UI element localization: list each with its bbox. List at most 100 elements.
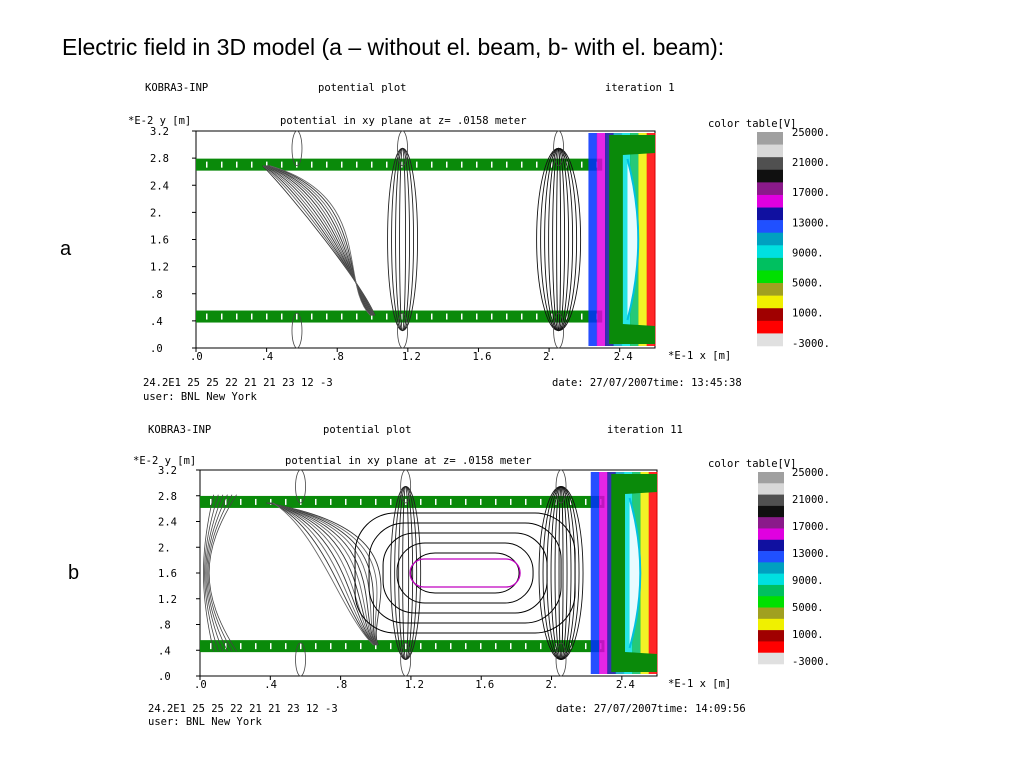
- y-tick-label: 2.4: [158, 517, 177, 529]
- x-tick-label: .0: [190, 351, 203, 363]
- plot-subtitle: potential in xy plane at z= .0158 meter: [285, 455, 532, 467]
- electrode-gap: [341, 313, 343, 320]
- y-tick-label: 1.6: [150, 235, 169, 247]
- color-table-value: 5000.: [792, 602, 824, 614]
- color-table-swatch: [757, 182, 783, 196]
- electrode-gap: [311, 161, 313, 168]
- electrode-gap: [540, 643, 542, 650]
- electrode-gap: [221, 313, 223, 320]
- y-tick-label: 1.6: [158, 568, 177, 580]
- electrode-gap: [465, 498, 467, 505]
- electrode-gap: [326, 161, 328, 168]
- contour-line: [270, 502, 376, 646]
- contour-line: [269, 165, 371, 316]
- x-tick-label: .0: [194, 679, 207, 691]
- contour-line: [267, 165, 373, 316]
- electrode-gap: [435, 643, 437, 650]
- iteration-label: iteration 11: [607, 424, 683, 436]
- junction-contour: [553, 130, 565, 167]
- color-table-value: -3000.: [792, 656, 830, 668]
- color-table-swatch: [758, 596, 784, 608]
- x-tick-label: 1.2: [405, 679, 424, 691]
- beam-core-contour: [409, 558, 521, 588]
- electrode-gap: [281, 313, 283, 320]
- color-table-value: 25000.: [792, 467, 830, 479]
- electrode-gap: [446, 313, 448, 320]
- color-table-swatch: [758, 505, 784, 518]
- x-tick-label: 1.6: [475, 679, 494, 691]
- right-electrode: [609, 135, 655, 344]
- field-band: [638, 133, 648, 346]
- footer-date: date: 27/07/2007time: 14:09:56: [556, 703, 746, 715]
- color-table-swatch: [757, 169, 783, 183]
- electrode-gap: [285, 498, 287, 505]
- color-table-value: 1000.: [792, 629, 824, 641]
- contour-line: [205, 494, 224, 652]
- right-electrode: [611, 474, 657, 672]
- color-table-swatch: [757, 245, 783, 259]
- electrode-gap: [375, 643, 377, 650]
- electrode-gap: [390, 498, 392, 505]
- beam-contour: [354, 512, 576, 634]
- y-axis-label: *E-2 y [m]: [133, 455, 197, 467]
- y-tick-label: .0: [150, 343, 163, 355]
- electrode-gap: [476, 161, 478, 168]
- x-axis-label: *E-1 x [m]: [668, 350, 732, 362]
- color-table-value: 9000.: [792, 247, 824, 259]
- junction-contour: [555, 469, 567, 504]
- color-table-swatch: [758, 472, 784, 484]
- electrode-gap: [356, 313, 358, 320]
- x-tick-label: .4: [264, 679, 277, 691]
- contour-line: [268, 502, 378, 646]
- electrode-gap: [386, 161, 388, 168]
- iteration-label: iteration 1: [605, 82, 675, 94]
- y-tick-label: 1.2: [158, 594, 177, 606]
- lens-contour: [538, 486, 584, 660]
- color-table-value: 17000.: [792, 521, 830, 533]
- field-band: [590, 472, 600, 674]
- contour-line: [264, 165, 375, 316]
- electrode-gap: [525, 498, 527, 505]
- electrode-gap: [225, 498, 227, 505]
- y-tick-label: 2.8: [158, 491, 177, 503]
- y-tick-label: .8: [158, 620, 171, 632]
- electrode-gap: [540, 498, 542, 505]
- field-band: [648, 472, 658, 674]
- color-table-swatch: [757, 207, 783, 221]
- contour-line: [204, 494, 219, 652]
- color-table-swatch: [758, 483, 784, 495]
- junction-contour: [553, 312, 565, 349]
- electrode-gap: [251, 313, 253, 320]
- electrode-gap: [435, 498, 437, 505]
- footer-user: user: BNL New York: [143, 391, 257, 403]
- color-table-swatch: [757, 257, 783, 271]
- electrode-gap: [371, 313, 373, 320]
- field-band: [623, 472, 633, 674]
- electrode-gap: [521, 313, 523, 320]
- beam-contour: [396, 542, 534, 604]
- electrode-gap: [326, 313, 328, 320]
- y-tick-label: 2.: [150, 207, 163, 219]
- electrode-gap: [525, 643, 527, 650]
- electrode-gap: [495, 498, 497, 505]
- electrode-gap: [210, 643, 212, 650]
- color-table-swatch: [758, 539, 784, 552]
- color-table-swatch: [757, 320, 783, 334]
- color-table-swatch: [758, 494, 784, 507]
- electrode-gap: [536, 313, 538, 320]
- contour-line: [266, 502, 382, 646]
- electrode-gap: [300, 643, 302, 650]
- plot-name: potential plot: [323, 424, 412, 436]
- electrode-gap: [420, 498, 422, 505]
- lens-contour: [536, 147, 582, 332]
- electrode-gap: [330, 498, 332, 505]
- electrode-gap: [206, 313, 208, 320]
- color-table-value: 1000.: [792, 308, 824, 320]
- electrode-gap: [416, 313, 418, 320]
- electrode-gap: [236, 161, 238, 168]
- electrode-gap: [585, 643, 587, 650]
- field-band: [588, 133, 598, 346]
- inner-field-region: [628, 497, 642, 649]
- plot-name: potential plot: [318, 82, 407, 94]
- color-table-swatch: [758, 630, 784, 642]
